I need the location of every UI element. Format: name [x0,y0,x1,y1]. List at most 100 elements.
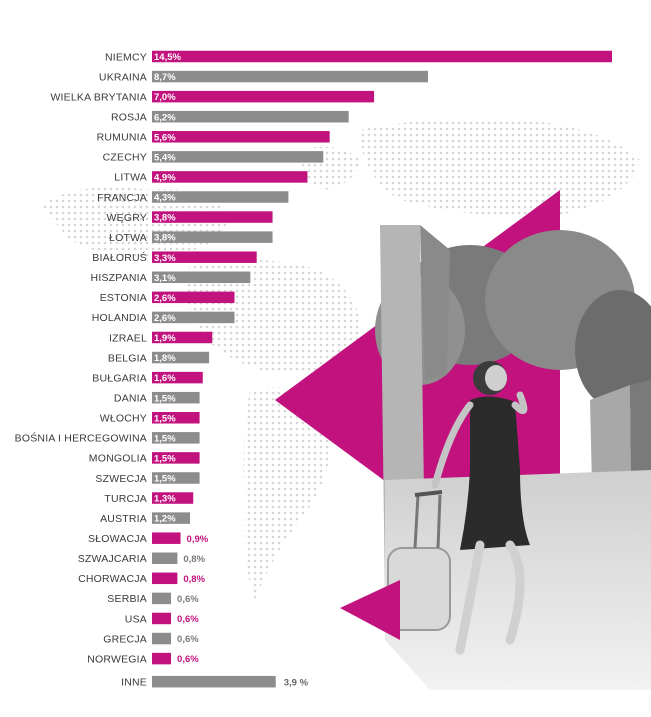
value-label: 1,5% [154,454,176,465]
bar [152,50,612,63]
bar [152,612,172,625]
bar [152,391,200,404]
bar [152,171,308,183]
category-label: UKRAINA [99,71,147,83]
value-label: 2,6% [154,293,176,304]
photo-woman-with-suitcase [375,225,651,690]
bar [152,131,330,143]
bar [152,231,273,243]
value-label: 5,6% [154,132,176,143]
bar [152,592,172,605]
category-label: GRECJA [103,633,147,645]
category-label: INNE [121,676,147,688]
category-label: SŁOWACJA [88,533,147,545]
bar [152,452,200,464]
bar [152,432,200,444]
bar [152,472,200,484]
category-label: AUSTRIA [100,513,147,525]
category-label: BUŁGARIA [92,372,147,384]
category-label: BELGIA [108,352,147,364]
bar [152,251,257,263]
category-label: USA [125,613,147,625]
value-label: 1,5% [154,474,176,485]
value-label: 1,9% [154,333,176,344]
value-label: 1,5% [154,413,176,424]
bar [152,151,324,163]
value-label: 3,8% [154,233,176,244]
magenta-triangle-small [340,580,400,640]
bar [152,492,194,504]
category-label: SERBIA [107,593,147,605]
value-label: 0,6% [177,654,199,665]
value-label: 0,6% [177,594,199,605]
category-label: LITWA [114,172,147,184]
value-label: 1,5% [154,393,176,404]
category-label: IZRAEL [109,332,147,344]
category-label: SZWAJCARIA [78,553,147,565]
bar [152,652,172,665]
value-label: 0,9% [187,534,209,545]
value-label: 14,5% [154,52,181,63]
bar [152,311,235,324]
category-label: FRANCJA [97,192,147,204]
value-label: 1,5% [154,433,176,444]
category-label: WŁOCHY [100,413,147,425]
value-label: 3,9 % [284,677,309,688]
value-label: 3,3% [154,253,176,264]
bar [152,331,213,344]
value-label: 4,9% [154,173,176,184]
value-label: 3,8% [154,213,176,224]
category-label: BOŚNIA I HERCEGOWINA [15,432,147,445]
value-label: 1,3% [154,494,176,505]
category-label: CHORWACJA [78,573,147,585]
bar [152,632,172,645]
value-label: 0,6% [177,634,199,645]
category-label: HISZPANIA [91,272,147,284]
category-label: WĘGRY [107,212,147,224]
bar [152,532,181,544]
bar [152,291,235,304]
value-label: 3,1% [154,273,176,284]
world-map-dots [40,118,640,600]
category-label: CZECHY [103,152,147,164]
value-label: 2,6% [154,313,176,324]
bar [152,271,251,284]
category-label: TURCJA [104,493,147,505]
bar [152,351,210,364]
value-label: 0,8% [183,574,205,585]
value-label: 6,2% [154,112,176,123]
category-label: BIAŁORUŚ [92,251,147,264]
category-label: RUMUNIA [97,132,147,144]
bar [152,371,203,384]
bar [152,412,200,424]
value-label: 1,6% [154,373,176,384]
bar [152,512,191,524]
category-label: ROSJA [111,112,147,124]
category-label: DANIA [114,392,147,404]
category-label: SZWECJA [95,473,147,485]
bar [152,572,178,585]
category-label: ŁOTWA [109,232,147,244]
value-label: 1,2% [154,514,176,525]
value-label: 7,0% [154,92,176,103]
bar [152,191,289,203]
category-label: MONGOLIA [89,453,147,465]
bar [152,552,178,564]
value-label: 5,4% [154,152,176,163]
value-label: 4,3% [154,193,176,204]
bar [152,675,276,688]
category-label: ESTONIA [100,292,147,304]
value-label: 0,6% [177,614,199,625]
bar [152,211,273,223]
bar [152,110,349,123]
value-label: 8,7% [154,72,176,83]
category-label: HOLANDIA [92,312,147,324]
value-label: 0,8% [183,554,205,565]
category-label: WIELKA BRYTANIA [50,91,147,103]
category-label: NIEMCY [105,51,147,63]
category-label: NORWEGIA [87,653,147,665]
bar [152,90,375,103]
bar [152,70,428,83]
